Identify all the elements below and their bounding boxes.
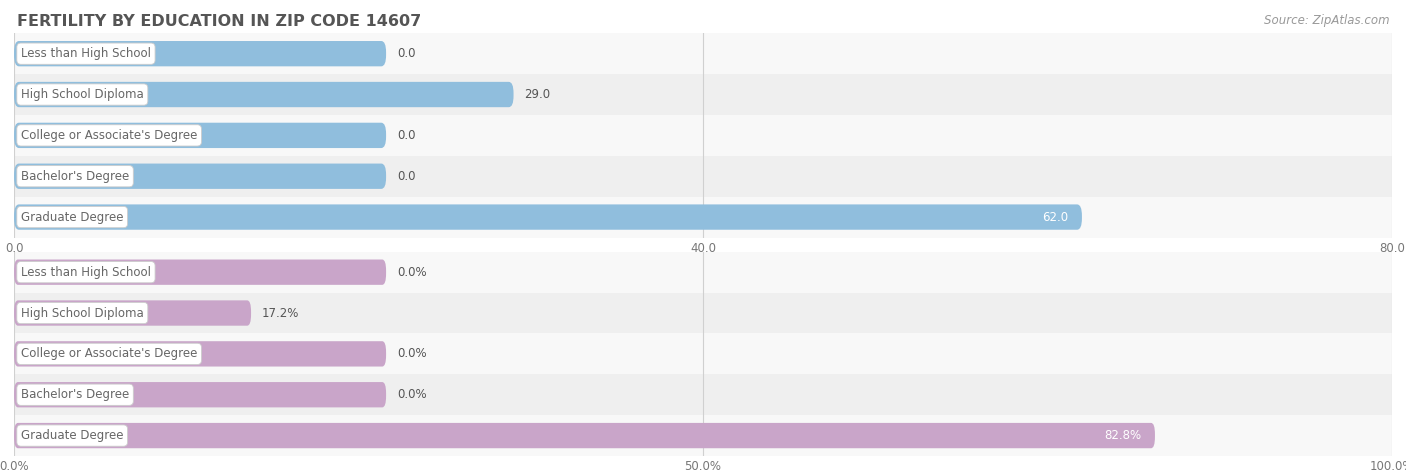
Text: College or Associate's Degree: College or Associate's Degree — [21, 129, 197, 142]
FancyBboxPatch shape — [14, 41, 387, 66]
Text: Less than High School: Less than High School — [21, 47, 150, 60]
Bar — [14, 252, 1392, 293]
Text: Bachelor's Degree: Bachelor's Degree — [21, 388, 129, 401]
FancyBboxPatch shape — [14, 341, 387, 367]
Text: Less than High School: Less than High School — [21, 266, 150, 279]
Text: Source: ZipAtlas.com: Source: ZipAtlas.com — [1264, 14, 1389, 27]
Bar — [14, 293, 1392, 333]
Text: College or Associate's Degree: College or Associate's Degree — [21, 347, 197, 361]
Text: Bachelor's Degree: Bachelor's Degree — [21, 170, 129, 183]
FancyBboxPatch shape — [14, 204, 1083, 230]
FancyBboxPatch shape — [14, 423, 1154, 448]
Text: 17.2%: 17.2% — [262, 306, 299, 320]
Bar — [14, 333, 1392, 374]
Text: Graduate Degree: Graduate Degree — [21, 210, 124, 224]
FancyBboxPatch shape — [14, 300, 252, 326]
Text: 0.0: 0.0 — [396, 129, 416, 142]
FancyBboxPatch shape — [14, 259, 387, 285]
Text: 29.0: 29.0 — [524, 88, 551, 101]
Text: 62.0: 62.0 — [1042, 210, 1069, 224]
FancyBboxPatch shape — [14, 382, 387, 408]
Text: FERTILITY BY EDUCATION IN ZIP CODE 14607: FERTILITY BY EDUCATION IN ZIP CODE 14607 — [17, 14, 422, 29]
Text: High School Diploma: High School Diploma — [21, 88, 143, 101]
Text: 82.8%: 82.8% — [1104, 429, 1142, 442]
Bar — [14, 197, 1392, 238]
FancyBboxPatch shape — [14, 123, 387, 148]
Text: Graduate Degree: Graduate Degree — [21, 429, 124, 442]
Bar — [14, 374, 1392, 415]
Text: 0.0: 0.0 — [396, 47, 416, 60]
Bar — [14, 74, 1392, 115]
Text: High School Diploma: High School Diploma — [21, 306, 143, 320]
Bar — [14, 115, 1392, 156]
FancyBboxPatch shape — [14, 82, 513, 107]
Bar — [14, 415, 1392, 456]
Bar — [14, 156, 1392, 197]
Text: 0.0%: 0.0% — [396, 347, 427, 361]
Text: 0.0: 0.0 — [396, 170, 416, 183]
Text: 0.0%: 0.0% — [396, 388, 427, 401]
FancyBboxPatch shape — [14, 163, 387, 189]
Text: 0.0%: 0.0% — [396, 266, 427, 279]
Bar — [14, 33, 1392, 74]
